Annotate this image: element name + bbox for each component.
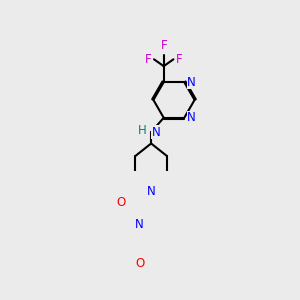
Text: F: F — [176, 53, 182, 66]
Text: N: N — [147, 184, 155, 198]
Text: F: F — [145, 53, 152, 66]
Text: O: O — [116, 196, 125, 209]
Text: H: H — [138, 124, 147, 137]
Text: N: N — [135, 218, 144, 231]
Text: F: F — [160, 40, 167, 52]
Text: N: N — [152, 126, 161, 139]
Text: N: N — [187, 76, 196, 89]
Text: N: N — [187, 111, 196, 124]
Text: O: O — [135, 257, 144, 270]
